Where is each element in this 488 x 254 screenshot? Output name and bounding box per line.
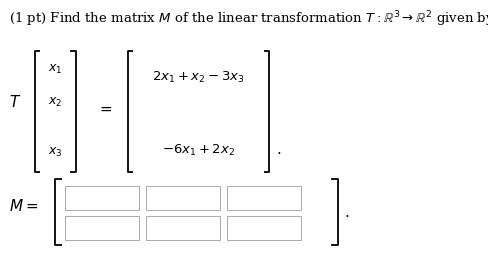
Text: $=$: $=$	[97, 101, 113, 115]
Text: $x_2$: $x_2$	[48, 95, 62, 108]
FancyBboxPatch shape	[145, 186, 220, 210]
FancyBboxPatch shape	[64, 186, 139, 210]
Text: $-6x_1 + 2x_2$: $-6x_1 + 2x_2$	[162, 142, 235, 157]
Text: $x_1$: $x_1$	[48, 63, 62, 76]
Text: .: .	[344, 205, 349, 219]
Text: .: .	[276, 143, 281, 156]
FancyBboxPatch shape	[64, 216, 139, 240]
Text: $2x_1 + x_2 - 3x_3$: $2x_1 + x_2 - 3x_3$	[152, 69, 244, 84]
Text: $M =$: $M =$	[9, 197, 38, 213]
Text: $T$: $T$	[9, 94, 21, 110]
FancyBboxPatch shape	[145, 216, 220, 240]
FancyBboxPatch shape	[226, 216, 301, 240]
FancyBboxPatch shape	[226, 186, 301, 210]
Text: (1 pt) Find the matrix $M$ of the linear transformation $T: \mathbb{R}^3 \to \ma: (1 pt) Find the matrix $M$ of the linear…	[9, 9, 488, 28]
Text: $x_3$: $x_3$	[48, 146, 62, 159]
